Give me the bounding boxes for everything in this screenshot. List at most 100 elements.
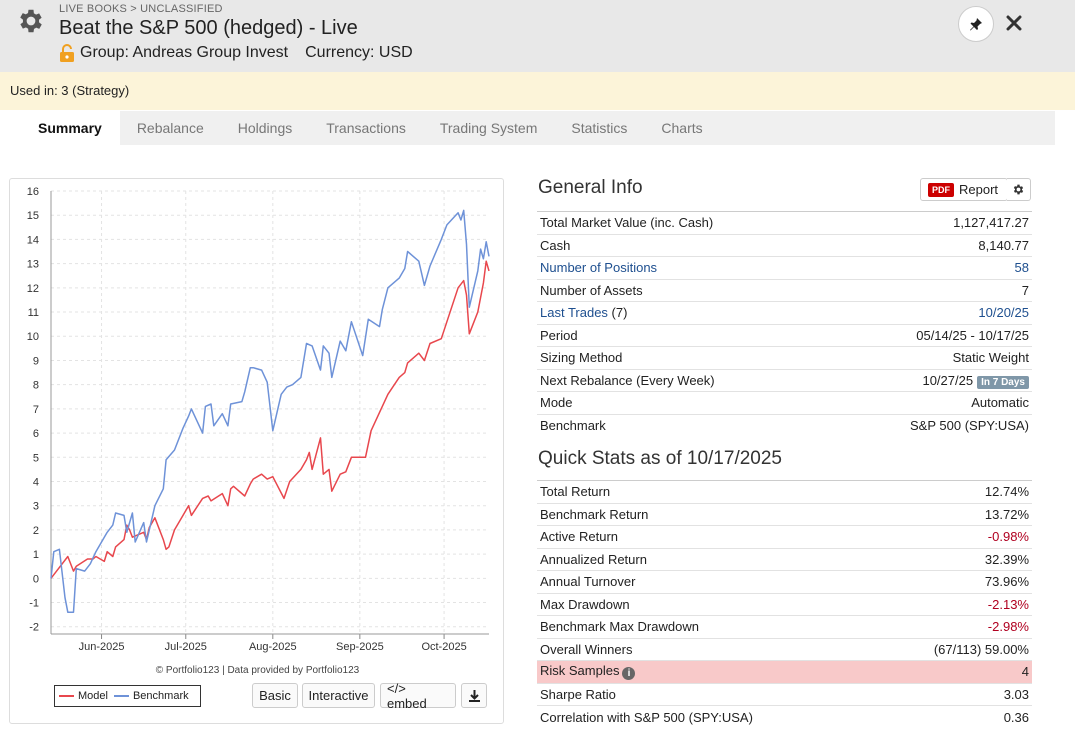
table-row: Total Market Value (inc. Cash) 1,127,417… <box>537 211 1032 234</box>
y-tick-label: 15 <box>27 210 39 222</box>
tab-summary[interactable]: Summary <box>20 111 120 145</box>
y-tick-label: 4 <box>33 476 39 488</box>
number-of-positions-link[interactable]: Number of Positions <box>537 256 830 279</box>
chart-credit: © Portfolio123 | Data provided by Portfo… <box>155 665 360 676</box>
page-title: Beat the S&P 500 (hedged) - Live <box>59 17 358 39</box>
x-tick-label: Oct-2025 <box>421 641 466 653</box>
days-badge: In 7 Days <box>977 375 1029 389</box>
last-trades-cell: Last Trades (7) <box>537 301 830 324</box>
y-tick-label: 7 <box>33 404 39 416</box>
y-tick-label: 3 <box>33 501 39 513</box>
row-value: 05/14/25 - 10/17/25 <box>829 323 1032 347</box>
tab-charts[interactable]: Charts <box>661 120 703 136</box>
table-row: Benchmark S&P 500 (SPY:USA) <box>537 413 1032 437</box>
row-label: Active Return <box>537 525 876 548</box>
row-label: Max Drawdown <box>537 592 876 616</box>
table-row: Number of Positions 58 <box>537 256 1032 279</box>
close-button[interactable] <box>1003 12 1025 34</box>
table-row: Sharpe Ratio 3.03 <box>537 682 1032 706</box>
next-rebalance-date: 10/27/25 <box>922 372 974 388</box>
row-value: 8,140.77 <box>829 233 1032 257</box>
y-tick-label: 8 <box>33 380 39 392</box>
risk-samples-cell: Risk Samples i <box>537 660 876 683</box>
gear-icon[interactable] <box>16 6 46 36</box>
tab-trading-system[interactable]: Trading System <box>439 120 538 136</box>
info-icon[interactable]: i <box>622 667 636 681</box>
pdf-report-button[interactable]: PDF Report <box>920 178 1008 201</box>
y-tick-label: -1 <box>29 598 39 610</box>
x-tick-label: Jun-2025 <box>79 641 125 653</box>
last-trades-link[interactable]: Last Trades <box>540 305 608 321</box>
y-tick-label: 16 <box>27 186 39 198</box>
y-tick-label: 13 <box>27 259 39 271</box>
gear-icon <box>1013 184 1024 195</box>
row-label: Cash <box>537 233 830 257</box>
chart-legend: Model Benchmark <box>54 685 201 707</box>
row-label: Total Return <box>537 480 876 503</box>
row-value: Static Weight <box>829 346 1032 369</box>
row-value: 0.36 <box>875 705 1032 728</box>
used-in-banner[interactable]: Used in: 3 (Strategy) <box>0 72 1075 110</box>
report-settings-button[interactable] <box>1007 178 1031 201</box>
table-row: Active Return -0.98% <box>537 525 1032 548</box>
basic-button[interactable]: Basic <box>252 683 298 708</box>
row-value: S&P 500 (SPY:USA) <box>829 413 1032 437</box>
download-icon <box>468 689 480 702</box>
row-value: (67/113) 59.00% <box>875 637 1032 661</box>
close-icon <box>1006 15 1022 31</box>
quick-stats-title: Quick Stats as of 10/17/2025 <box>538 448 782 469</box>
table-row: Annualized Return 32.39% <box>537 547 1032 571</box>
y-tick-label: 9 <box>33 355 39 367</box>
pin-button[interactable] <box>958 6 994 42</box>
table-row: Benchmark Max Drawdown -2.98% <box>537 615 1032 638</box>
tab-holdings[interactable]: Holdings <box>237 120 293 136</box>
y-tick-label: 12 <box>27 283 39 295</box>
legend-item-benchmark[interactable]: Benchmark <box>113 690 189 702</box>
last-trades-date-link[interactable]: 10/20/25 <box>829 301 1032 324</box>
row-label: Number of Assets <box>537 278 830 302</box>
tab-rebalance[interactable]: Rebalance <box>136 120 204 136</box>
row-label: Benchmark Max Drawdown <box>537 615 876 638</box>
y-tick-label: 6 <box>33 428 39 440</box>
x-tick-label: Aug-2025 <box>249 641 297 653</box>
row-label: Annual Turnover <box>537 570 876 593</box>
table-row: Cash 8,140.77 <box>537 233 1032 257</box>
row-value: -2.13% <box>875 592 1032 616</box>
row-label: Correlation with S&P 500 (SPY:USA) <box>537 705 876 728</box>
group-line: Group: Andreas Group Invest Currency: US… <box>59 44 413 62</box>
tab-transactions[interactable]: Transactions <box>326 120 406 136</box>
row-value: 3.03 <box>875 682 1032 706</box>
number-of-positions-value-link[interactable]: 58 <box>829 256 1032 279</box>
row-value: Automatic <box>829 391 1032 414</box>
row-label: Total Market Value (inc. Cash) <box>537 211 830 234</box>
legend-label-benchmark: Benchmark <box>132 690 189 702</box>
interactive-button[interactable]: Interactive <box>302 683 375 708</box>
table-row: Last Trades (7) 10/20/25 <box>537 301 1032 324</box>
pin-icon <box>970 18 982 31</box>
x-tick-label: Jul-2025 <box>165 641 207 653</box>
tab-bar: Summary Rebalance Holdings Transactions … <box>20 111 1055 145</box>
row-value: 7 <box>829 278 1032 302</box>
row-value: 32.39% <box>875 547 1032 571</box>
y-tick-label: 0 <box>33 573 39 585</box>
table-row: Period 05/14/25 - 10/17/25 <box>537 323 1032 347</box>
row-value: 1,127,417.27 <box>829 211 1032 234</box>
report-label: Report <box>959 182 999 197</box>
tab-statistics[interactable]: Statistics <box>571 120 628 136</box>
table-row: Total Return 12.74% <box>537 480 1032 503</box>
general-info-table: Total Market Value (inc. Cash) 1,127,417… <box>537 211 1032 437</box>
row-label: Period <box>537 323 830 347</box>
table-row: Next Rebalance (Every Week) 10/27/25 In 7… <box>537 368 1032 392</box>
table-row: Benchmark Return 13.72% <box>537 502 1032 526</box>
breadcrumb[interactable]: LIVE BOOKS > UNCLASSIFIED <box>59 3 223 15</box>
y-tick-label: 2 <box>33 525 39 537</box>
download-button[interactable] <box>461 683 487 708</box>
legend-item-model[interactable]: Model <box>59 690 108 702</box>
y-tick-label: 10 <box>27 331 39 343</box>
embed-button[interactable]: </> embed <box>380 681 456 711</box>
legend-line-benchmark <box>113 695 129 697</box>
last-trades-count: (7) <box>607 305 628 321</box>
table-row: Sizing Method Static Weight <box>537 346 1032 369</box>
row-value: -2.98% <box>875 615 1032 638</box>
